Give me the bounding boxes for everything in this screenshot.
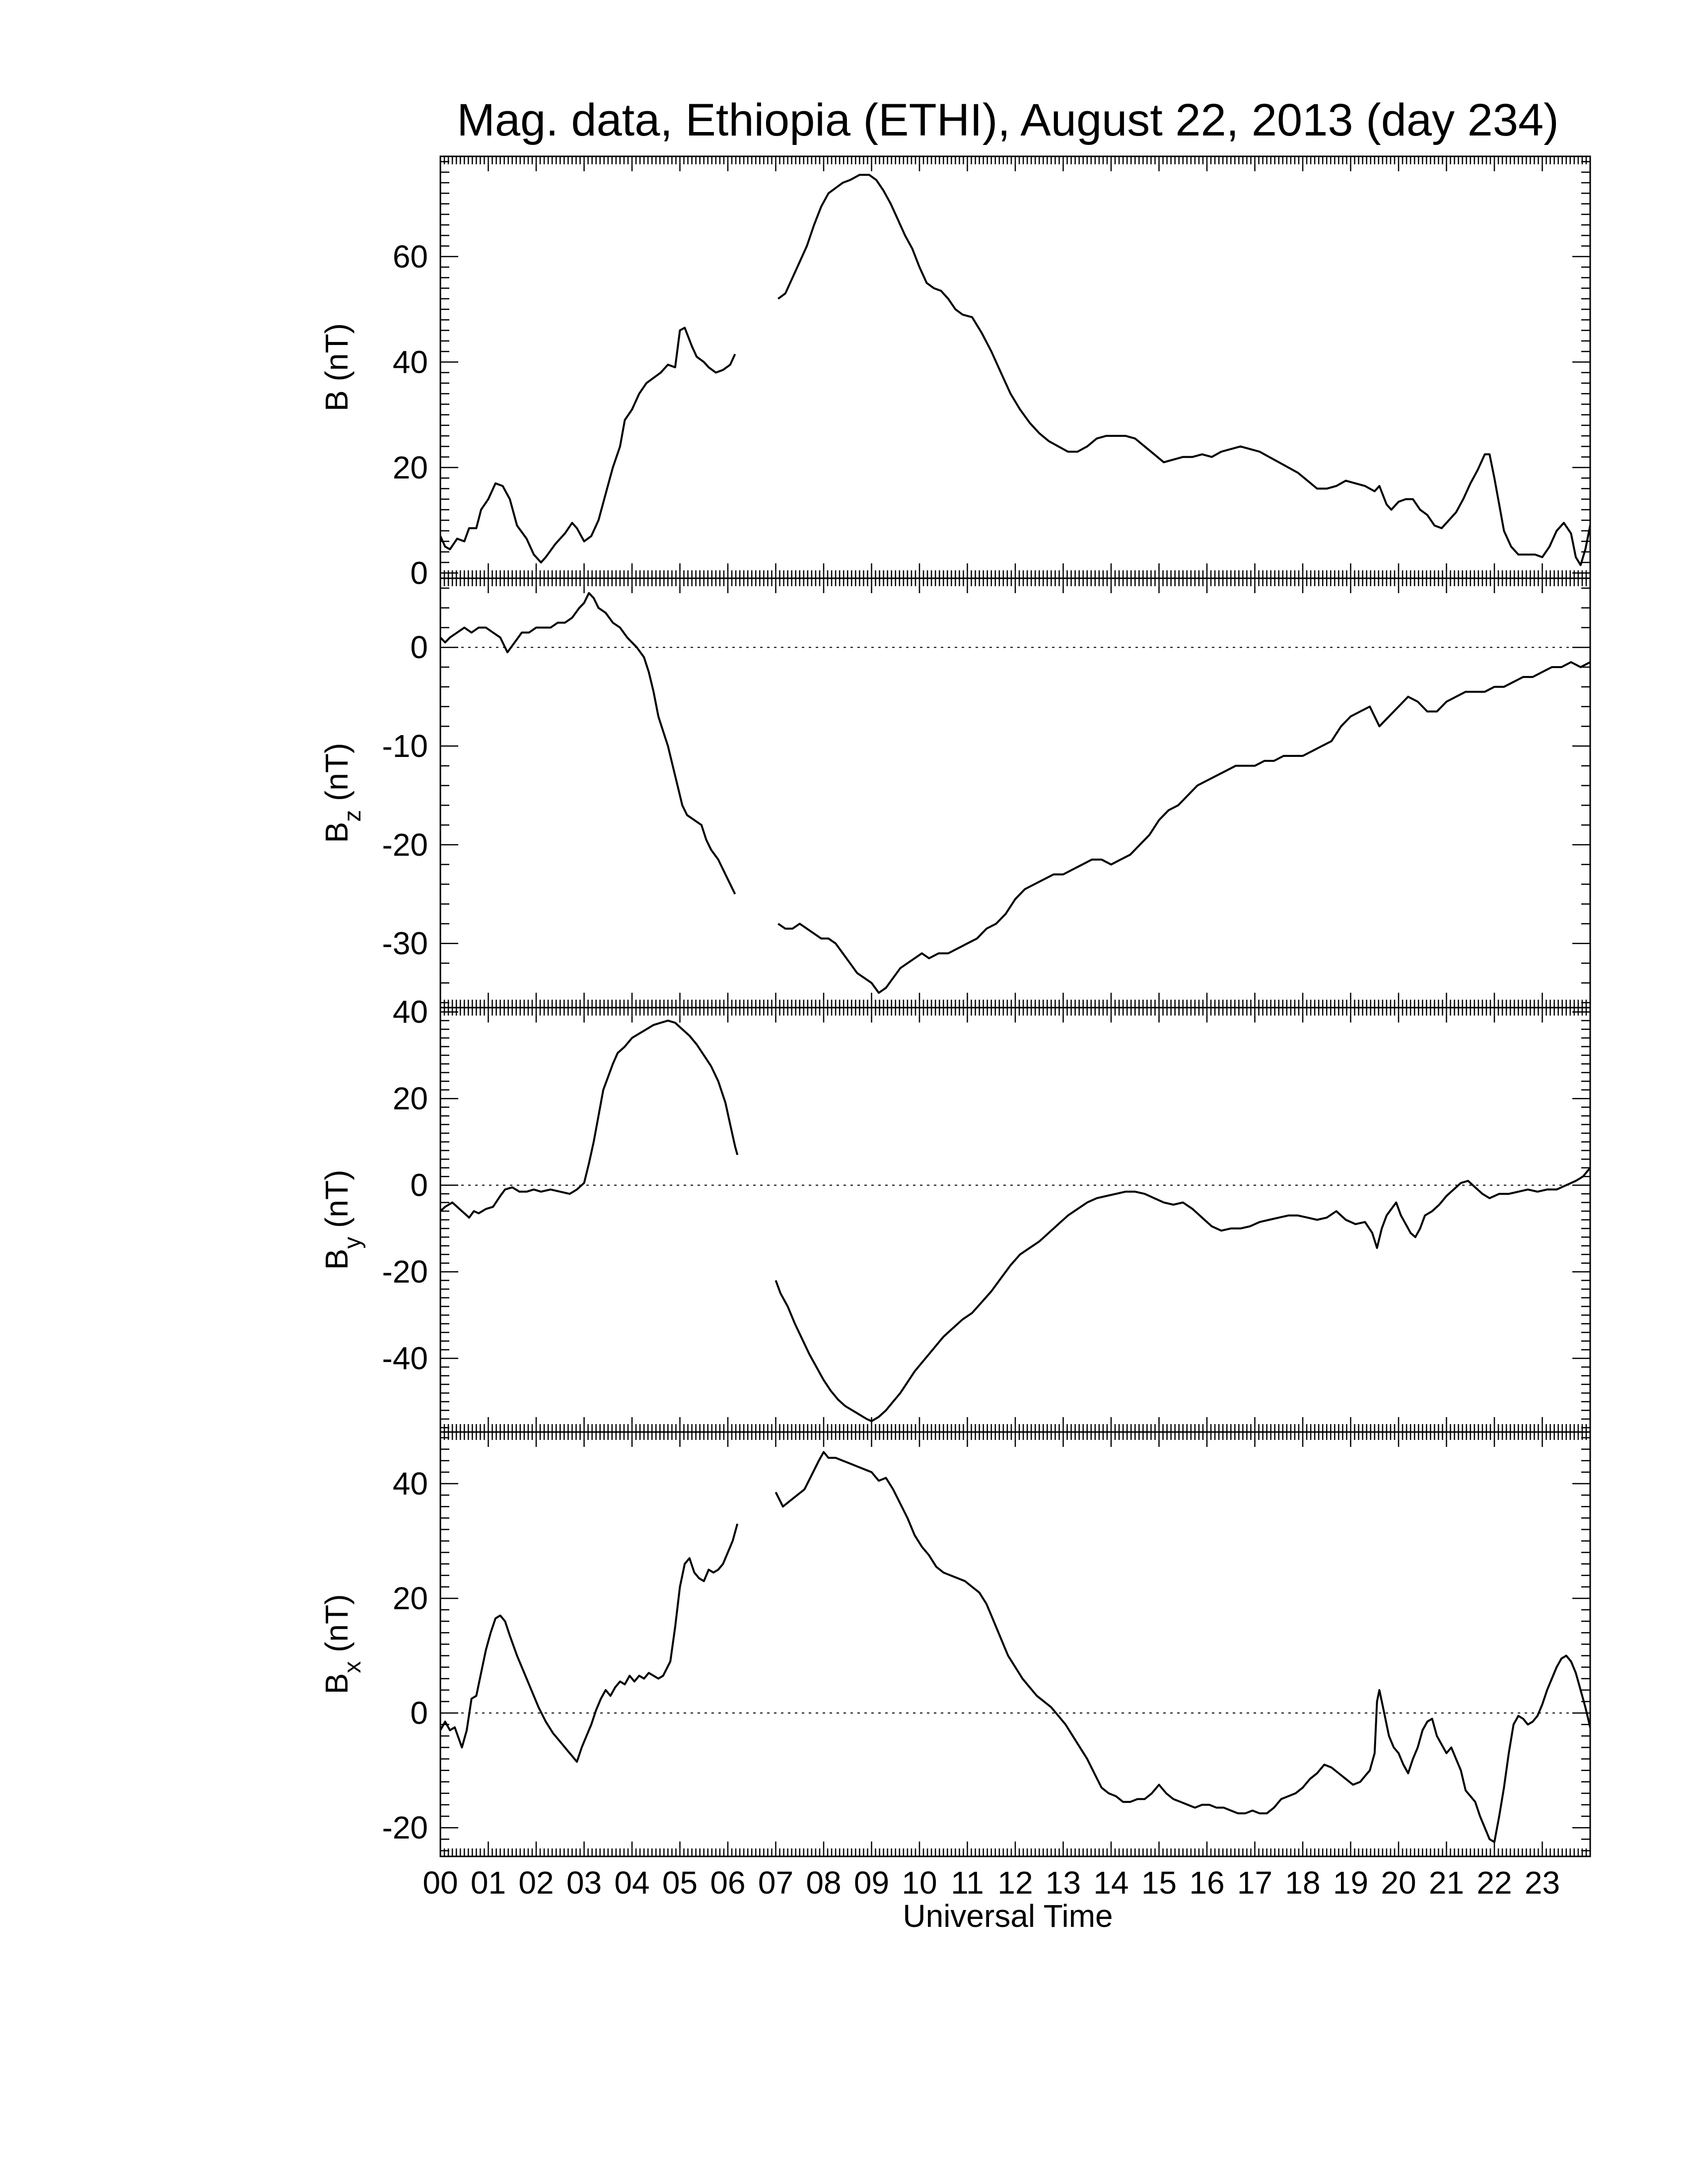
- chart-title: Mag. data, Ethiopia (ETHI), August 22, 2…: [457, 95, 1559, 145]
- y-tick-label: -30: [382, 926, 428, 961]
- y-tick-label: 0: [410, 629, 428, 665]
- panel-frame: [439, 1007, 1591, 1433]
- x-tick-label: 11: [951, 1865, 984, 1901]
- data-line-b-segment-2: [777, 174, 1590, 566]
- x-tick-label: 03: [566, 1865, 602, 1901]
- y-axis-label: Bx (nT): [319, 1594, 366, 1695]
- y-tick-label: 60: [393, 239, 428, 274]
- x-tick-label: 16: [1189, 1865, 1224, 1901]
- y-tick-label: 20: [393, 450, 428, 485]
- y-axis-label: B (nT): [319, 323, 354, 411]
- data-line-b-segment-1: [440, 327, 736, 564]
- data-line-bx-segment-2: [774, 1451, 1590, 1843]
- data-line-by-segment-1: [440, 1020, 739, 1219]
- data-line-bx-segment-1: [440, 1523, 739, 1763]
- x-tick-label: 00: [422, 1865, 458, 1901]
- panel-frame: [439, 155, 1591, 579]
- panel-by: -40 -20 0 20 40 By (nT): [319, 994, 1591, 1433]
- x-tick-label: 09: [854, 1865, 889, 1901]
- y-tick-label: 0: [410, 1695, 428, 1731]
- y-tick-label: 20: [393, 1580, 428, 1616]
- x-tick-label: 23: [1525, 1865, 1560, 1901]
- panel-bx: -20 0 20 40 Bx (nT): [319, 1431, 1591, 1857]
- y-tick-label: -20: [382, 827, 428, 863]
- y-ticks: [440, 1011, 1590, 1429]
- x-tick-label: 10: [902, 1865, 937, 1901]
- x-ticks: [439, 1008, 1591, 1432]
- y-tick-label: -10: [382, 728, 428, 764]
- x-tick-label: 17: [1237, 1865, 1272, 1901]
- x-tick-labels: 00 01 02 03 04 05 06 07 08 09 10 11 12 13 14 15 16 17 18 19…: [422, 1865, 1560, 1901]
- panel-frame: [439, 1431, 1591, 1857]
- y-tick-label: -40: [382, 1341, 428, 1376]
- x-ticks: [439, 1432, 1591, 1856]
- x-tick-label: 13: [1046, 1865, 1081, 1901]
- panel-frame: [439, 577, 1591, 1009]
- x-tick-label: 05: [662, 1865, 698, 1901]
- y-tick-label: 20: [393, 1081, 428, 1116]
- x-tick-label: 01: [471, 1865, 506, 1901]
- panels-layer: 0 20 40 60 B (nT) -30 -20 -10 0 Bz (nT) -40 -20 0 20 4…: [319, 155, 1591, 1857]
- x-tick-label: 02: [518, 1865, 554, 1901]
- x-tick-label: 07: [758, 1865, 793, 1901]
- x-tick-label: 20: [1381, 1865, 1416, 1901]
- y-ticks: [440, 1437, 1590, 1851]
- y-tick-label: 40: [393, 344, 428, 380]
- x-ticks: [439, 578, 1591, 1008]
- x-tick-label: 18: [1285, 1865, 1320, 1901]
- y-tick-label: 40: [393, 1466, 428, 1502]
- x-tick-label: 06: [710, 1865, 745, 1901]
- x-tick-label: 04: [614, 1865, 649, 1901]
- y-axis-label: Bz (nT): [319, 743, 366, 843]
- y-tick-label: 0: [410, 1167, 428, 1203]
- x-ticks: [439, 156, 1591, 578]
- y-tick-label: 0: [410, 555, 428, 591]
- panel-b: 0 20 40 60 B (nT): [319, 155, 1591, 591]
- y-ticks: [440, 587, 1590, 1004]
- x-tick-label: 22: [1477, 1865, 1512, 1901]
- panel-bz: -30 -20 -10 0 Bz (nT): [319, 577, 1591, 1009]
- x-tick-label: 08: [806, 1865, 841, 1901]
- y-tick-label: 40: [393, 994, 428, 1030]
- x-tick-label: 19: [1333, 1865, 1368, 1901]
- x-tick-label: 14: [1093, 1865, 1128, 1901]
- x-tick-label: 15: [1141, 1865, 1177, 1901]
- x-tick-label: 12: [997, 1865, 1033, 1901]
- data-line-by-segment-2: [774, 1165, 1590, 1423]
- y-tick-label: -20: [382, 1254, 428, 1290]
- data-line-bz-segment-1: [440, 592, 736, 895]
- y-axis-label: By (nT): [319, 1170, 366, 1270]
- y-tick-label: -20: [382, 1810, 428, 1845]
- x-tick-label: 21: [1429, 1865, 1464, 1901]
- x-axis-label: Universal Time: [903, 1898, 1113, 1934]
- y-ticks: [440, 161, 1590, 574]
- data-line-bz-segment-2: [777, 661, 1590, 994]
